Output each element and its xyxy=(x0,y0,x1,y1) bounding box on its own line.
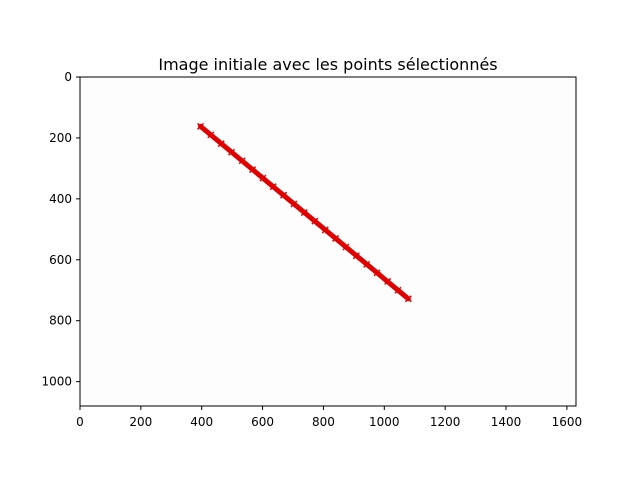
y-tick-label: 200 xyxy=(49,131,72,145)
selected-point-marker xyxy=(384,277,392,285)
selected-point-marker xyxy=(217,140,225,148)
selected-point-marker xyxy=(342,243,350,251)
y-tick-label: 1000 xyxy=(41,375,72,389)
selected-point-marker xyxy=(332,234,340,242)
selected-point-marker xyxy=(352,252,360,260)
y-tick-label: 600 xyxy=(49,253,72,267)
selected-point-marker xyxy=(363,260,371,268)
selected-point-marker xyxy=(404,295,412,303)
selected-point-marker xyxy=(373,269,381,277)
marker-stroke xyxy=(352,252,360,260)
selected-point-marker xyxy=(249,166,257,174)
selected-point-marker xyxy=(238,157,246,165)
chart-title: Image initiale avec les points sélection… xyxy=(158,55,497,74)
marker-stroke xyxy=(238,157,246,165)
selected-point-marker xyxy=(280,191,288,199)
selected-point-marker xyxy=(259,174,267,182)
selected-point-marker xyxy=(311,217,319,225)
marker-stroke xyxy=(311,217,319,225)
x-axis: 0 200 400 600 800 1000 1200 1400 1600 xyxy=(76,406,582,429)
y-tick-label: 400 xyxy=(49,192,72,206)
marker-stroke xyxy=(384,277,392,285)
selected-point-marker xyxy=(196,122,205,130)
x-tick-label: 1000 xyxy=(369,415,400,429)
selected-point-marker xyxy=(207,131,215,139)
marker-stroke xyxy=(332,234,340,242)
marker-stroke xyxy=(228,148,236,156)
x-tick-label: 1400 xyxy=(491,415,522,429)
x-tick-label: 1200 xyxy=(430,415,461,429)
marker-stroke xyxy=(269,183,277,191)
y-tick-label: 0 xyxy=(64,70,72,84)
x-tick-label: 600 xyxy=(251,415,274,429)
selected-point-marker xyxy=(394,286,402,294)
marker-stroke xyxy=(363,260,371,268)
plot-frame xyxy=(79,76,577,407)
marker-stroke xyxy=(373,269,381,277)
data-layer xyxy=(196,122,412,303)
y-axis: 0 200 400 600 800 1000 xyxy=(41,70,80,389)
marker-stroke xyxy=(300,209,308,217)
marker-stroke xyxy=(394,286,402,294)
marker-stroke xyxy=(217,140,225,148)
x-tick-label: 400 xyxy=(190,415,213,429)
marker-stroke xyxy=(259,174,267,182)
x-tick-label: 800 xyxy=(312,415,335,429)
marker-stroke xyxy=(249,166,257,174)
marker-stroke xyxy=(342,243,350,251)
marker-stroke xyxy=(290,200,298,208)
marker-stroke xyxy=(207,131,215,139)
x-tick-label: 0 xyxy=(76,415,84,429)
selected-point-marker xyxy=(228,148,236,156)
marker-stroke xyxy=(321,226,329,234)
selected-point-marker xyxy=(300,209,308,217)
marker-stroke xyxy=(404,295,412,303)
x-tick-label: 1600 xyxy=(552,415,583,429)
plot-area xyxy=(80,77,576,406)
y-tick-label: 800 xyxy=(49,314,72,328)
x-tick-label: 200 xyxy=(129,415,152,429)
selected-point-marker xyxy=(321,226,329,234)
selected-point-marker xyxy=(290,200,298,208)
marker-stroke xyxy=(196,122,205,130)
selected-point-marker xyxy=(269,183,277,191)
marker-stroke xyxy=(280,191,288,199)
